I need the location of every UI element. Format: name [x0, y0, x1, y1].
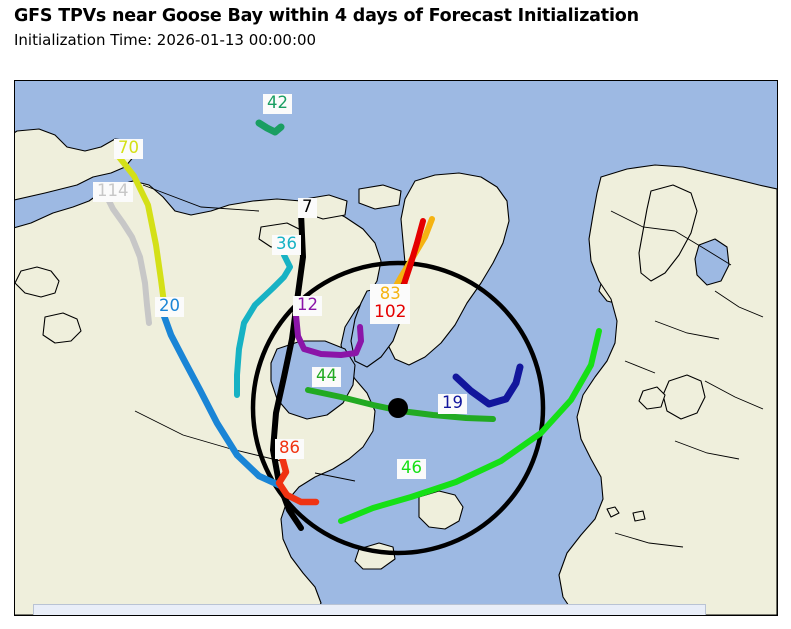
track-label-12: 12 [293, 295, 322, 316]
initialization-time-subtitle: Initialization Time: 2026-01-13 00:00:00 [14, 31, 317, 49]
page-title: GFS TPVs near Goose Bay within 4 days of… [14, 6, 639, 26]
arctic-island-b [358, 184, 402, 210]
track-label-44: 44 [312, 366, 341, 387]
legend: TPV ID: 7 TPV ID: 36 TPV ID: 70 TPV ID: … [33, 604, 706, 616]
tpv-track-12 [293, 312, 364, 358]
legend-label-tpv-70: TPV ID: 70 [416, 614, 492, 616]
legend-grid: TPV ID: 7 TPV ID: 36 TPV ID: 70 TPV ID: … [42, 611, 697, 616]
track-label-20: 20 [155, 296, 184, 317]
tpv-track-46 [338, 328, 602, 524]
tpv-track-36 [234, 252, 293, 398]
track-label-7: 7 [298, 197, 317, 218]
british-isles-landmass [662, 374, 706, 420]
atlantic-islets-b [632, 510, 646, 522]
scandinavia-landmass [638, 184, 698, 282]
goose-bay-marker [388, 398, 408, 418]
legend-item-tpv-7[interactable]: TPV ID: 7 [42, 611, 210, 616]
track-label-42: 42 [263, 93, 292, 114]
track-label-19: 19 [438, 393, 467, 414]
track-label-86: 86 [275, 438, 304, 459]
political-borders [134, 184, 764, 548]
atlantic-islets [606, 506, 620, 518]
legend-label-tpv-102: TPV ID: 102 [574, 614, 659, 616]
baltic-sea-water [694, 238, 730, 286]
ireland-landmass [638, 386, 666, 410]
west-coast-fringe [15, 266, 60, 298]
map-panel[interactable]: 42 70 114 7 36 12 20 83 102 44 19 86 46 … [14, 80, 778, 616]
tpv-track-42 [255, 119, 285, 136]
tpv-track-70 [116, 154, 167, 306]
legend-label-tpv-7: TPV ID: 7 [86, 614, 152, 616]
tpv-track-86 [275, 453, 320, 506]
newfoundland-landmass [418, 490, 464, 530]
track-label-83: 83 [379, 284, 401, 303]
track-label-46: 46 [397, 458, 426, 479]
track-label-36: 36 [272, 234, 301, 255]
tpv-track-20 [159, 309, 285, 490]
tpv-track-114 [101, 188, 152, 326]
west-coast-islands [42, 312, 82, 344]
track-label-83-102-group: 83 102 [370, 284, 411, 324]
legend-item-tpv-36[interactable]: TPV ID: 36 [210, 611, 372, 616]
flight-radius-circle [250, 260, 546, 556]
legend-item-tpv-70[interactable]: TPV ID: 70 [372, 611, 530, 616]
map-canvas [15, 81, 777, 615]
tpv-track-19 [452, 363, 524, 408]
track-label-70: 70 [114, 138, 143, 159]
tpv-track-7 [270, 210, 306, 531]
legend-item-tpv-102[interactable]: TPV ID: 102 [530, 611, 705, 616]
track-label-114: 114 [93, 181, 133, 202]
legend-label-tpv-36: TPV ID: 36 [254, 614, 330, 616]
track-label-102: 102 [374, 302, 407, 323]
